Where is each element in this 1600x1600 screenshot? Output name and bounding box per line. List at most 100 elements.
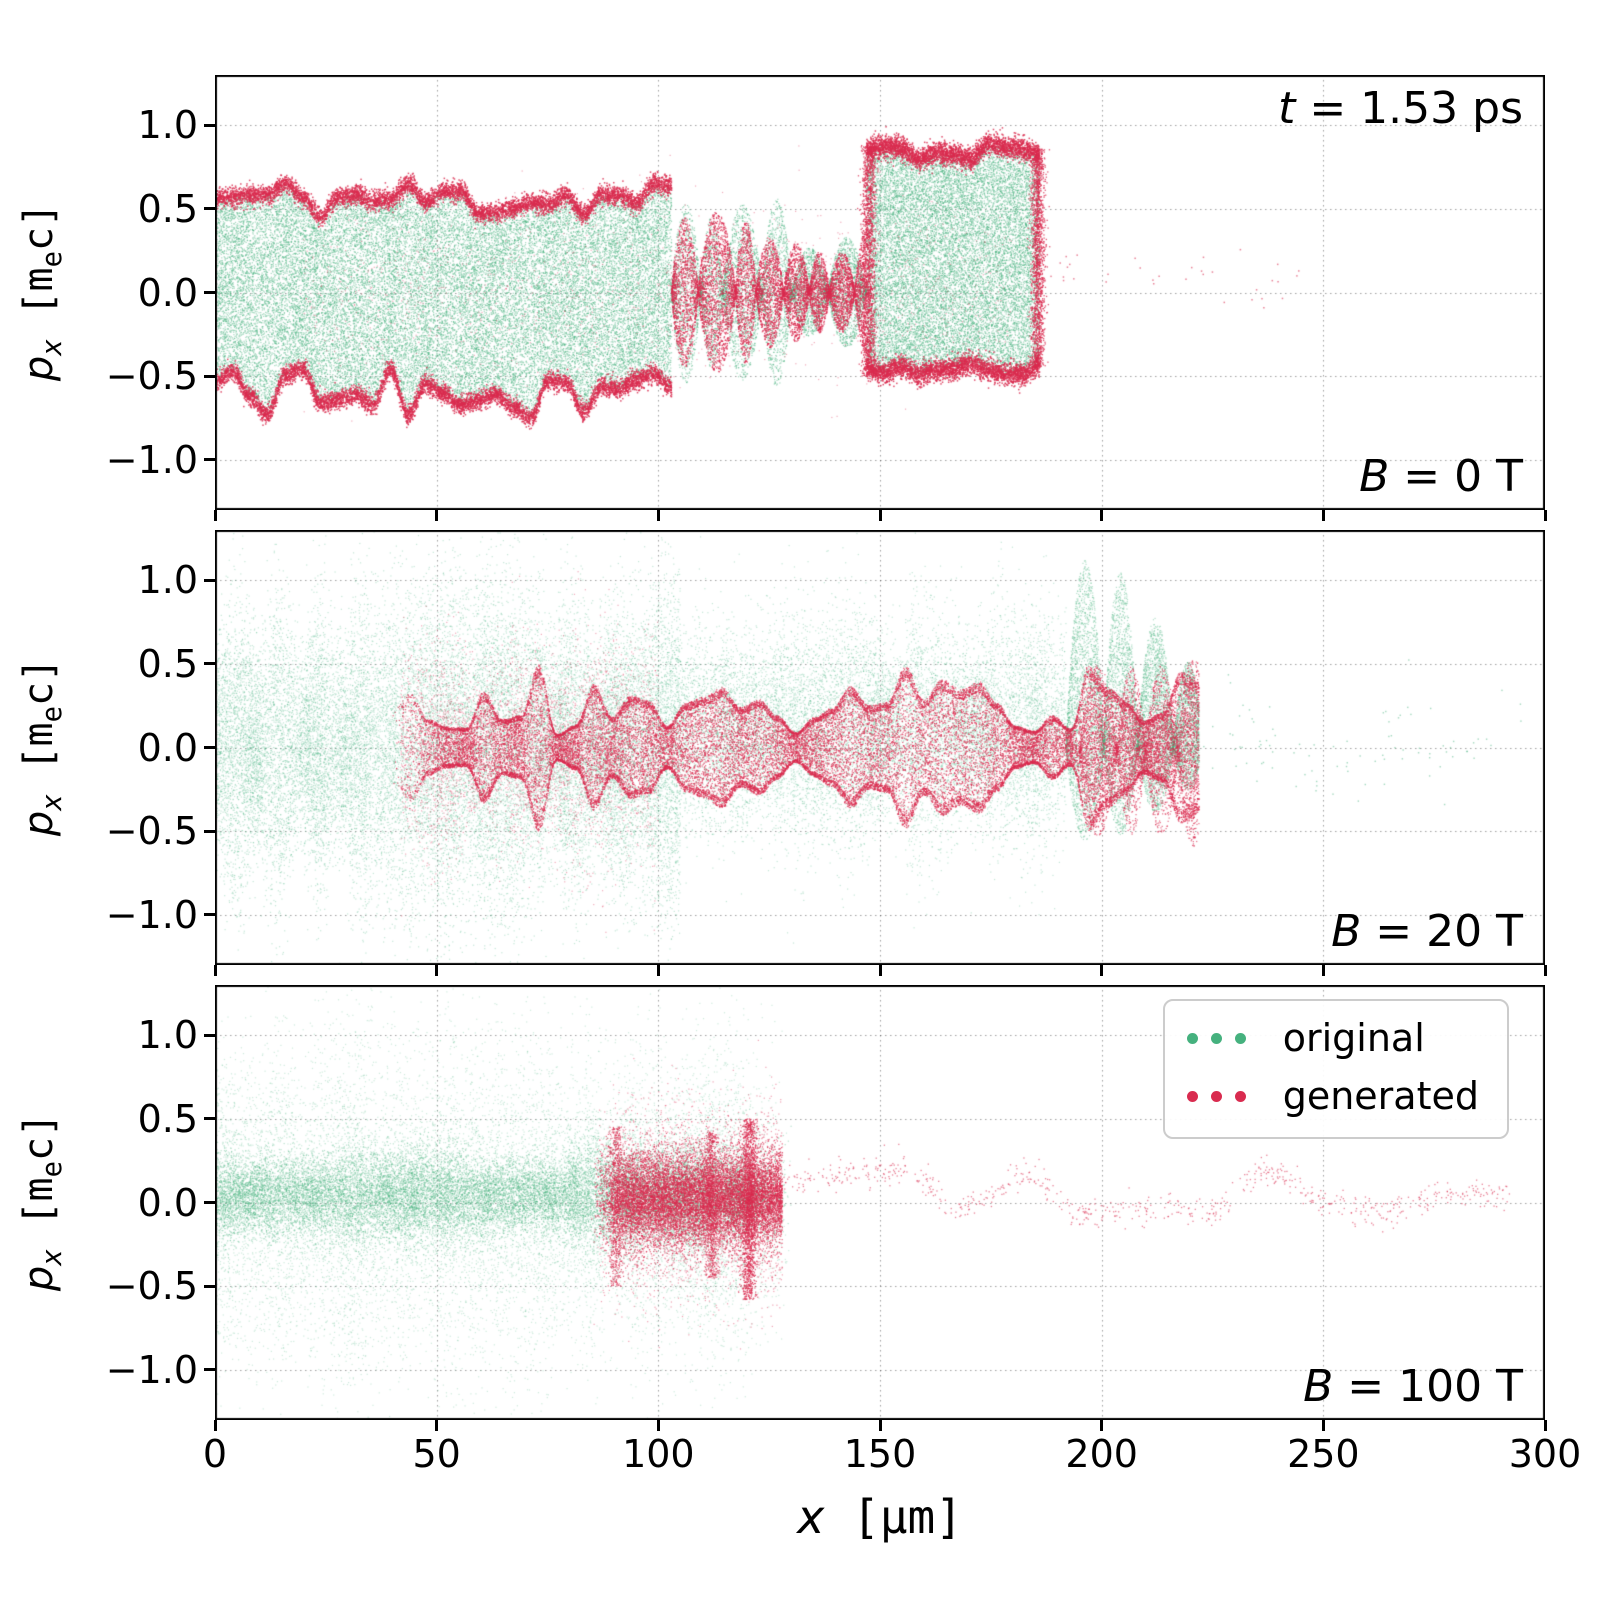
y-label-p: p — [16, 810, 62, 837]
x-tick-mark — [1100, 510, 1104, 521]
y-tick-label: −1.0 — [105, 892, 198, 937]
x-tick-mark — [213, 965, 217, 976]
legend-dot — [1234, 1090, 1246, 1102]
y-label-unit-sub: e — [37, 706, 68, 723]
y-label-unit-post: c] — [16, 657, 62, 707]
x-tick-label: 200 — [1065, 1432, 1138, 1476]
y-label-math: px — [16, 340, 68, 382]
x-tick-mark — [1543, 965, 1547, 976]
b-symbol-2: B — [1303, 1361, 1334, 1412]
y-label-unit-sub: e — [37, 1161, 68, 1178]
y-label-unit: [mec] — [16, 657, 68, 795]
x-tick-mark — [878, 1420, 882, 1431]
x-tick-mark — [1543, 510, 1547, 521]
y-tick-label: −1.0 — [105, 437, 198, 482]
y-tick-label: 0.5 — [137, 641, 198, 686]
x-tick-label: 300 — [1508, 1432, 1582, 1476]
b-field-label-2: B = 100 T — [1303, 1361, 1523, 1412]
legend-marker-generated — [1186, 1090, 1259, 1102]
scatter-canvas-0 — [215, 75, 1545, 510]
b-value-1: = 20 T — [1361, 906, 1523, 957]
y-tick-mark — [204, 374, 215, 378]
legend-dot — [1186, 1032, 1198, 1044]
y-tick-mark — [204, 1033, 215, 1037]
y-tick-mark — [204, 1201, 215, 1204]
y-label-math: px — [16, 1250, 68, 1292]
y-tick-label: −0.5 — [105, 354, 198, 399]
y-label-p: p — [16, 1265, 62, 1292]
x-axis-label: x [μm] — [680, 1490, 1080, 1544]
legend-marker-original — [1186, 1032, 1259, 1044]
y-tick-mark — [204, 829, 215, 833]
y-tick-label: 0.0 — [137, 725, 198, 770]
y-tick-mark — [204, 458, 215, 462]
y-tick-mark — [204, 1368, 215, 1372]
y-label-unit: [mec] — [16, 1112, 68, 1250]
y-label-unit: [mec] — [16, 202, 68, 340]
y-tick-mark — [204, 1284, 215, 1288]
b-value-2: = 100 T — [1333, 1361, 1523, 1412]
x-tick-mark — [213, 510, 217, 521]
b-field-label-0: B = 0 T — [1359, 451, 1523, 502]
y-label-math: px — [16, 795, 68, 837]
y-tick-mark — [204, 291, 215, 294]
x-tick-mark — [1321, 1420, 1325, 1431]
y-label-unit-pre: [m — [16, 267, 62, 340]
x-tick-mark — [878, 965, 882, 976]
y-tick-label: 0.0 — [137, 1180, 198, 1225]
y-label-p: p — [16, 355, 62, 382]
y-label-unit-pre: [m — [16, 1177, 62, 1250]
x-tick-mark — [435, 510, 439, 521]
x-tick-mark — [213, 1420, 217, 1431]
legend-dot — [1234, 1032, 1246, 1044]
x-tick-label: 250 — [1287, 1432, 1360, 1476]
y-label-unit-sub: e — [37, 251, 68, 268]
x-tick-mark — [435, 965, 439, 976]
x-tick-mark — [1321, 965, 1325, 976]
legend-dot — [1186, 1090, 1198, 1102]
x-tick-mark — [1543, 1420, 1547, 1431]
b-symbol-1: B — [1331, 906, 1362, 957]
x-label-unit: [μm] — [824, 1490, 963, 1544]
legend: original generated — [1162, 999, 1509, 1139]
y-label-unit-post: c] — [16, 202, 62, 252]
y-tick-label: 1.0 — [137, 1013, 198, 1058]
y-tick-mark — [204, 207, 215, 211]
x-tick-label: 50 — [412, 1432, 461, 1476]
x-tick-mark — [656, 510, 660, 521]
time-value: = 1.53 ps — [1295, 83, 1523, 134]
x-tick-label: 0 — [202, 1432, 228, 1476]
b-value-0: = 0 T — [1389, 451, 1523, 502]
b-field-label-1: B = 20 T — [1331, 906, 1523, 957]
b-symbol-0: B — [1359, 451, 1390, 502]
x-tick-mark — [656, 965, 660, 976]
legend-row-generated: generated — [1186, 1067, 1479, 1125]
legend-dot — [1210, 1090, 1222, 1102]
y-tick-label: 1.0 — [137, 103, 198, 148]
y-tick-mark — [204, 1117, 215, 1121]
y-tick-label: −0.5 — [105, 809, 198, 854]
y-label-unit-pre: [m — [16, 722, 62, 795]
x-tick-mark — [435, 1420, 439, 1431]
x-tick-mark — [1100, 1420, 1104, 1431]
plot-panel-1: B = 20 T — [215, 530, 1545, 965]
y-tick-mark — [204, 913, 215, 917]
x-tick-mark — [878, 510, 882, 521]
scatter-canvas-1 — [215, 530, 1545, 965]
x-tick-mark — [1100, 965, 1104, 976]
legend-dot — [1210, 1032, 1222, 1044]
legend-label-generated: generated — [1282, 1074, 1479, 1118]
y-label-unit-post: c] — [16, 1112, 62, 1162]
y-tick-mark — [204, 746, 215, 749]
x-tick-mark — [1321, 510, 1325, 521]
plot-panel-0: t = 1.53 ps B = 0 T — [215, 75, 1545, 510]
y-tick-label: 0.0 — [137, 270, 198, 315]
y-tick-label: −0.5 — [105, 1264, 198, 1309]
x-tick-mark — [656, 1420, 660, 1431]
y-tick-label: 1.0 — [137, 558, 198, 603]
time-annotation: t = 1.53 ps — [1278, 83, 1523, 134]
plot-panel-2: original generated B = 100 T — [215, 985, 1545, 1420]
y-tick-label: 0.5 — [137, 186, 198, 231]
y-tick-mark — [204, 123, 215, 127]
